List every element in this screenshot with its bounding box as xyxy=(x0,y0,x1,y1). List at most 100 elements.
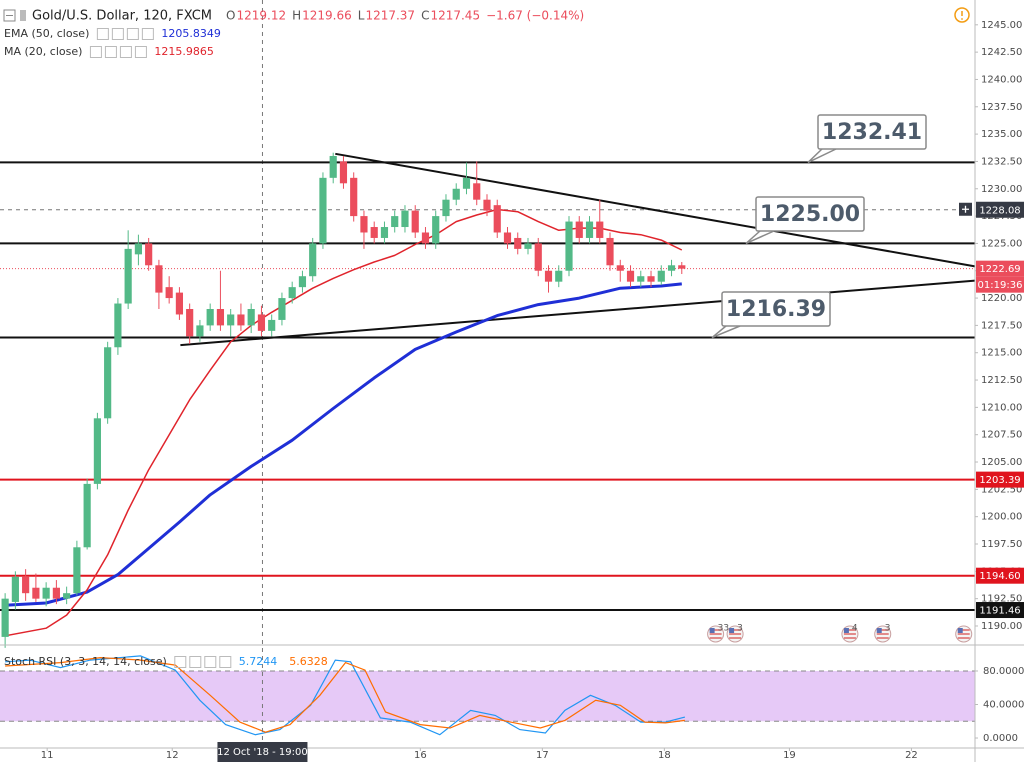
x-tick-label: 17 xyxy=(536,750,549,761)
quote-key: H xyxy=(292,9,301,23)
y-tick-label: 1237.50 xyxy=(981,102,1022,113)
candle-body xyxy=(175,292,184,315)
indicator-line xyxy=(5,282,682,607)
x-tick-label: 18 xyxy=(658,750,671,761)
callout-label: 1216.39 xyxy=(726,297,826,322)
candles xyxy=(1,152,686,648)
crosshair-plus-sign xyxy=(962,205,969,213)
event-icon-canton xyxy=(709,628,715,633)
candle-body xyxy=(247,309,255,326)
candle-body xyxy=(473,183,481,200)
candle-body xyxy=(257,314,266,331)
indicator-value: 1215.9865 xyxy=(154,45,214,58)
candle-body xyxy=(22,576,30,594)
crosshair-time-label: 12 Oct '18 - 19:00 xyxy=(217,747,308,758)
candle-body xyxy=(667,265,676,271)
price-tag-label: 1194.60 xyxy=(979,571,1020,582)
y-tick-label: 1230.00 xyxy=(981,184,1022,195)
indicator-value: 1205.8349 xyxy=(161,27,221,40)
settings-icon xyxy=(189,656,202,668)
candle-body xyxy=(134,243,142,255)
collapse-icon xyxy=(3,9,16,22)
candle-body xyxy=(596,221,604,238)
candle-body xyxy=(216,309,225,326)
y-tick-label: 1220.00 xyxy=(981,293,1022,304)
candle-body xyxy=(555,270,563,282)
price-tag-label: 1228.08 xyxy=(979,205,1020,216)
price-tag-label: 1222.69 xyxy=(979,264,1020,275)
indicator-name: EMA (50, close) xyxy=(4,27,89,40)
settings-icon xyxy=(96,28,109,40)
candle-body xyxy=(493,205,501,233)
candle-body xyxy=(391,216,399,228)
candle-body xyxy=(534,243,542,271)
price-tag-label: 01:19:36 xyxy=(978,280,1023,291)
quote-value: 1219.66 xyxy=(302,9,352,23)
y-tick-label: 1217.50 xyxy=(981,320,1022,331)
settings-icon xyxy=(119,46,132,58)
candle-body xyxy=(93,418,101,484)
stoch-panel xyxy=(0,655,975,736)
event-icon-canton xyxy=(843,628,849,633)
candle-body xyxy=(637,276,645,282)
candle-body xyxy=(288,287,296,299)
indicator-name: MA (20, close) xyxy=(4,45,82,58)
candle-body xyxy=(524,243,532,249)
candle-body xyxy=(32,587,40,599)
events: 33 3 4 3 xyxy=(707,624,973,643)
levels xyxy=(0,152,976,612)
stoch-line xyxy=(5,656,685,733)
candle-body xyxy=(462,177,471,189)
candle-body xyxy=(124,248,132,304)
candle-body xyxy=(350,177,358,217)
candle-body xyxy=(83,483,91,548)
candle-body xyxy=(575,221,583,238)
candle-body xyxy=(483,199,491,211)
price-tag-label: 1203.39 xyxy=(979,475,1020,486)
y-tick-label: 1207.50 xyxy=(981,430,1022,441)
candle-body xyxy=(544,270,553,282)
quote-key: L xyxy=(358,9,365,23)
event-icon-canton xyxy=(957,628,963,633)
price-tag xyxy=(976,201,1024,218)
candle-body xyxy=(452,188,460,200)
settings-icon xyxy=(204,656,217,668)
candle-body xyxy=(42,587,50,599)
event-icon-canton xyxy=(876,628,882,633)
candle-body xyxy=(421,232,430,244)
y-tick-label: 1197.50 xyxy=(981,539,1022,550)
trend-line xyxy=(335,152,976,268)
candle-body xyxy=(585,221,594,238)
quote-key: C xyxy=(421,9,429,23)
axis-background xyxy=(975,0,1024,762)
candle-body xyxy=(227,314,235,326)
y-tick-label: 1192.50 xyxy=(981,594,1022,605)
y-tick-label: 1245.00 xyxy=(981,20,1022,31)
y-tick-label: 40.0000 xyxy=(983,700,1024,711)
candle-body xyxy=(278,298,286,320)
settings-icon xyxy=(126,28,139,40)
x-tick-label: 11 xyxy=(41,750,54,761)
price-tag-label: 1191.46 xyxy=(979,606,1020,617)
candle-body xyxy=(52,587,60,599)
settings-icon xyxy=(134,46,147,58)
callout-pointer xyxy=(711,325,741,339)
candle-body xyxy=(186,309,194,337)
legend: Gold/U.S. Dollar, 120, FXCM O 1219.12 H 1219… xyxy=(4,9,584,668)
quote-change: −1.67 (−0.14%) xyxy=(486,9,584,23)
candle-body xyxy=(565,221,573,271)
candle-body xyxy=(432,216,440,244)
stoch-line xyxy=(5,655,686,736)
y-tick-label: 1235.00 xyxy=(981,129,1022,140)
x-tick-label: 22 xyxy=(905,750,918,761)
callout-box xyxy=(721,291,831,327)
callout-pointer xyxy=(745,230,775,245)
y-tick-label: 1215.00 xyxy=(981,348,1022,359)
candle-body xyxy=(503,232,512,244)
price-tag xyxy=(976,276,1024,293)
chart-title: Gold/U.S. Dollar, 120, FXCM xyxy=(32,9,212,24)
stoch-title: Stoch RSI (3, 3, 14, 14, close) xyxy=(4,655,167,668)
candle-body xyxy=(647,276,655,282)
